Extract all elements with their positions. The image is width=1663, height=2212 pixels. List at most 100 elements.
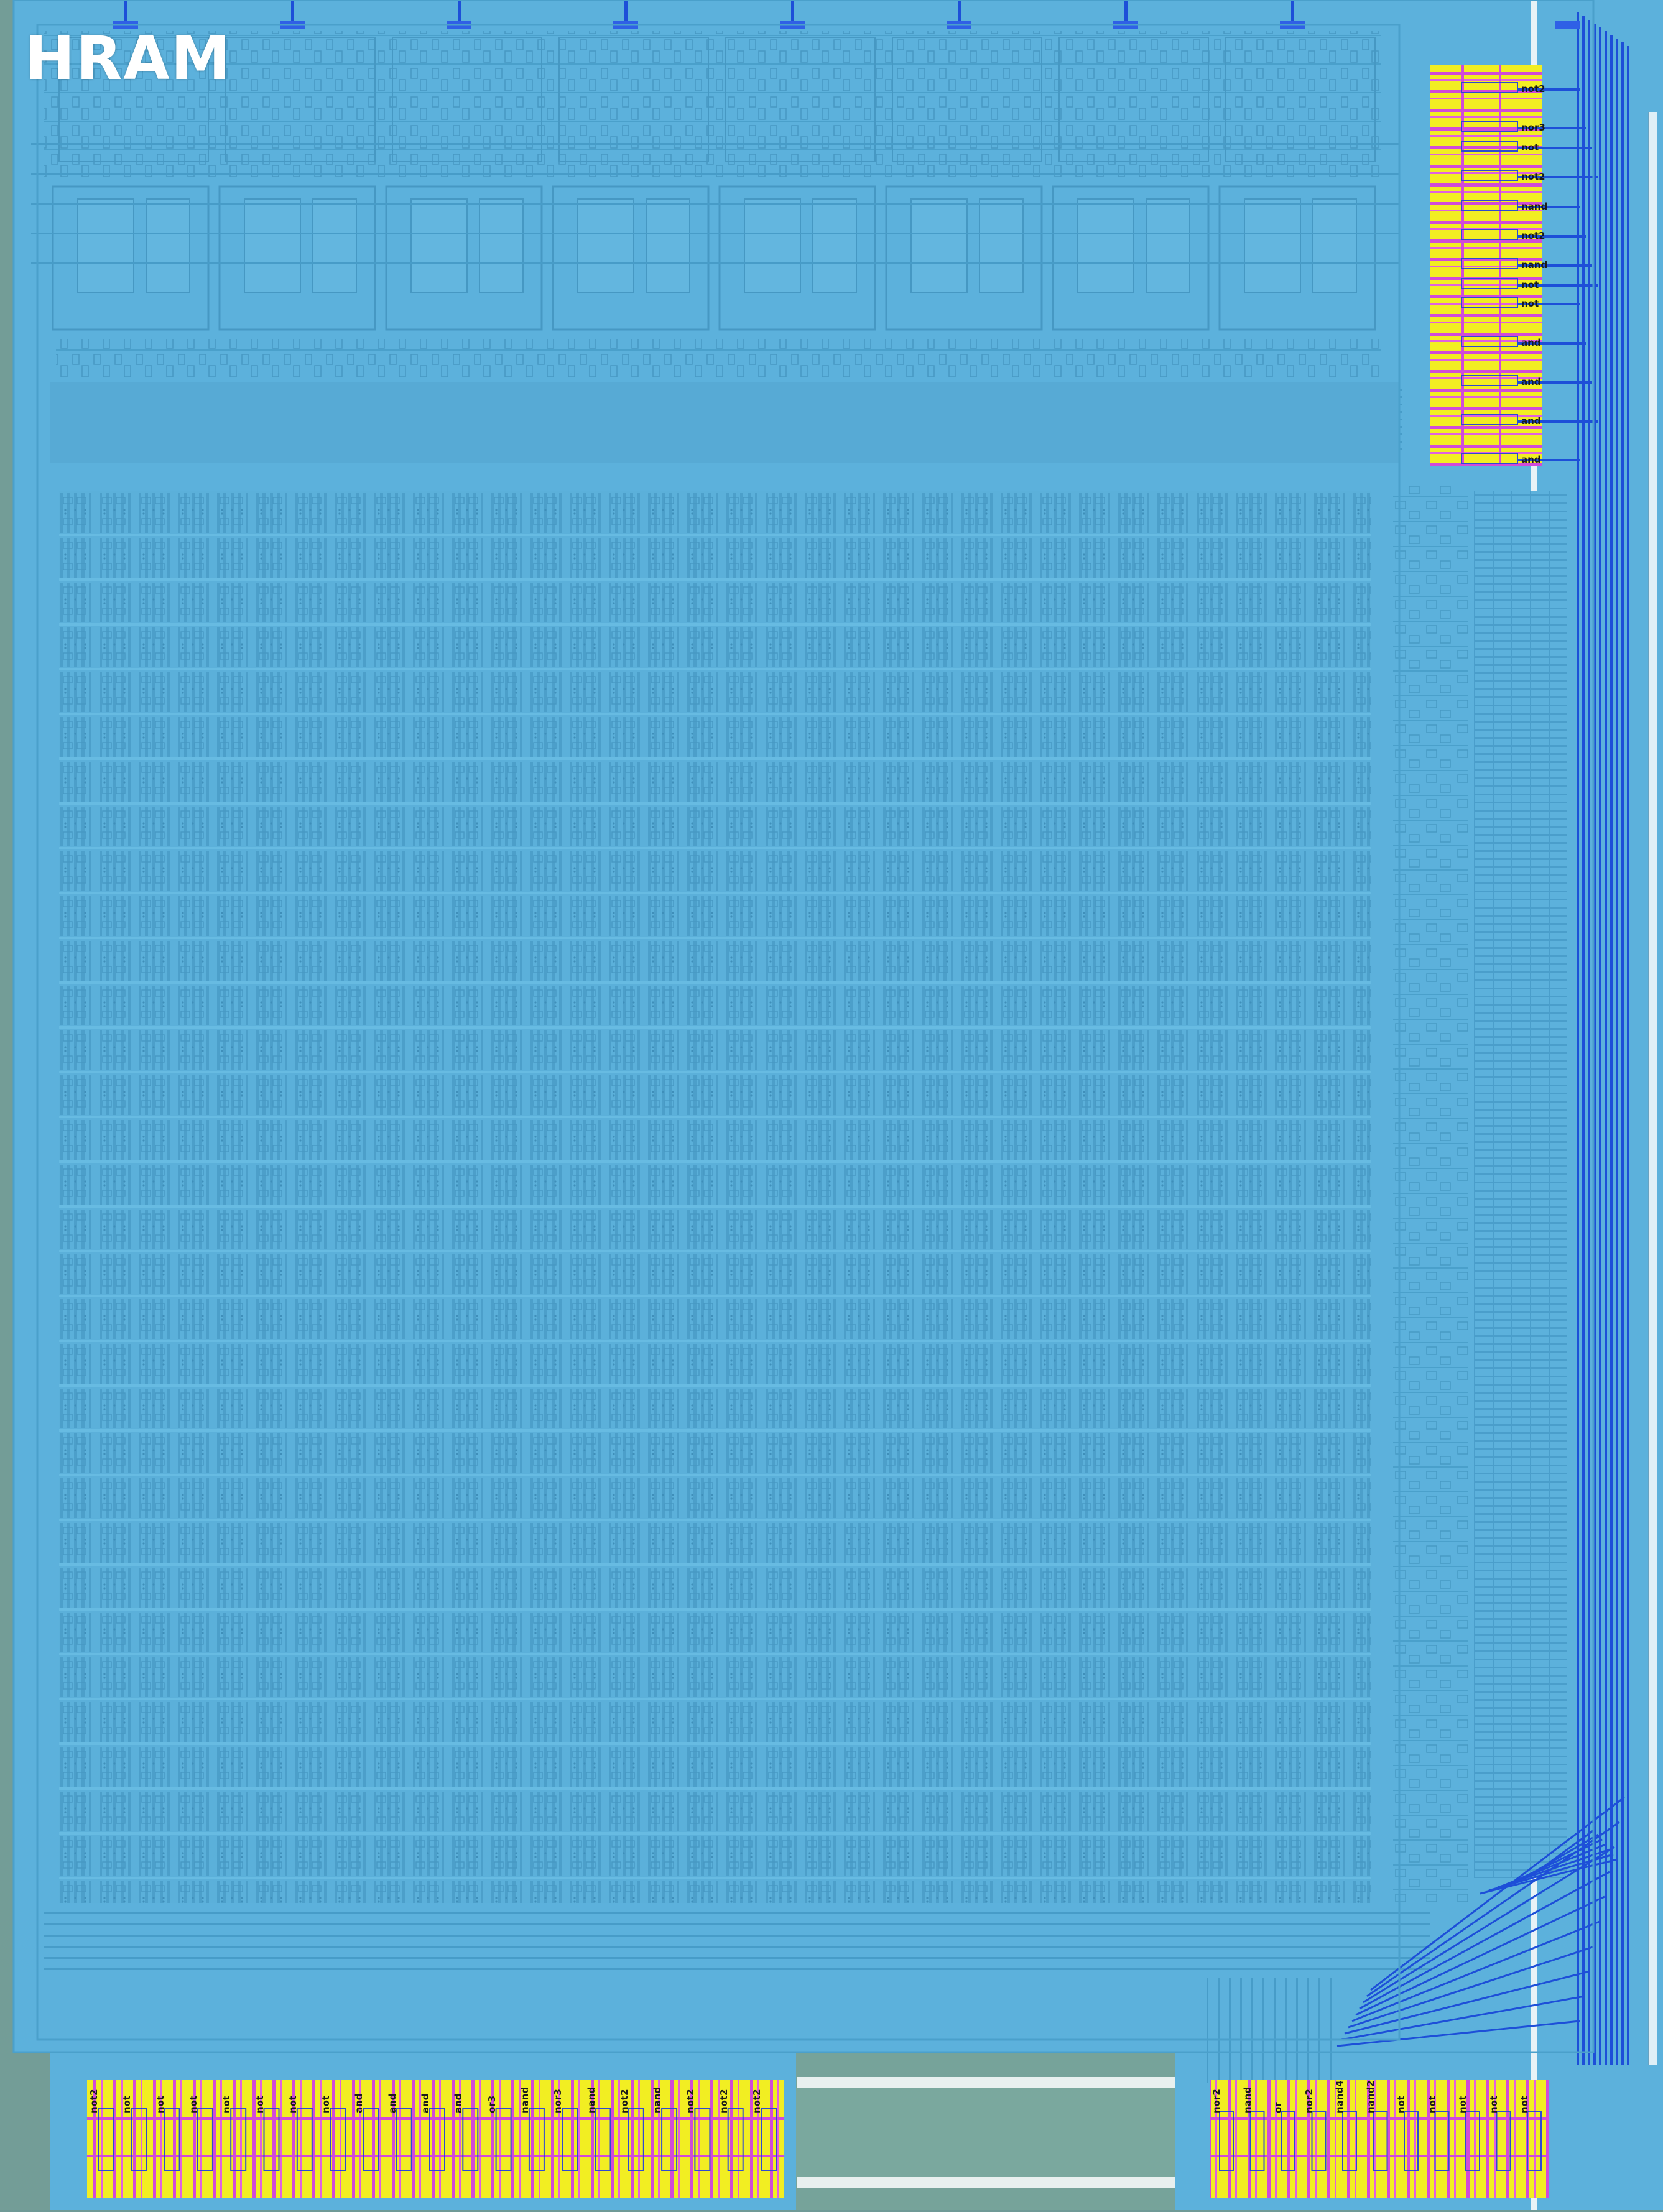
cell-label-nand4: nand4: [1334, 2080, 1345, 2113]
logic-subblock: [744, 198, 801, 293]
cell-label-not2: not2: [88, 2089, 100, 2113]
cell-label-nor2: nor2: [1211, 2089, 1222, 2113]
bus-tap: [1517, 303, 1580, 305]
bus-wire: [1621, 42, 1624, 2065]
cell-label-nor2: nor2: [1303, 2089, 1315, 2113]
cell-label-and: and: [386, 2093, 398, 2113]
cell-outline: [1219, 2111, 1234, 2171]
bus-tap: [1517, 342, 1586, 345]
bus-tap: [1517, 284, 1598, 287]
cell-label-not: not: [154, 2095, 166, 2113]
logic-tile: [1218, 185, 1376, 331]
bus-drop: [1240, 1978, 1242, 2083]
cell-label-not: not: [1396, 2095, 1407, 2113]
logic-subblock: [646, 198, 690, 293]
cell-outline: [1249, 2111, 1265, 2171]
routing-wire: [1348, 1945, 1595, 2029]
bus-wire: [1588, 20, 1590, 2065]
pin-wire: [958, 0, 961, 24]
cell-outline: [1461, 414, 1518, 425]
pin-wire: [458, 0, 461, 24]
bus-tap: [1517, 235, 1586, 238]
bus-drop: [1229, 1978, 1231, 2083]
routing-wire: [1355, 1895, 1605, 2016]
cell-outline: [1404, 2111, 1419, 2171]
cell-label-and: and: [353, 2093, 365, 2113]
logic-wire: [31, 203, 1399, 205]
cell-label-not2: not2: [751, 2089, 762, 2113]
cell-outline: [1461, 200, 1518, 211]
routing-wire: [1363, 1846, 1615, 2004]
bus-wire: [44, 1957, 1430, 1959]
bus-wire: [1616, 39, 1618, 2065]
bus-tap: [1517, 176, 1598, 178]
cell-label-not: not: [1519, 2095, 1530, 2113]
logic-subblock: [1312, 198, 1357, 293]
cell-outline: [98, 2108, 114, 2171]
logic-subblock: [410, 198, 468, 293]
bus-wire: [1599, 27, 1601, 2065]
cell-outline: [628, 2108, 644, 2171]
cell-label-nand: nand: [652, 2086, 664, 2113]
cell-label-and: and: [1521, 415, 1541, 427]
cell-outline: [761, 2108, 777, 2171]
logic-tile: [52, 185, 210, 331]
cell-outline: [1281, 2111, 1295, 2171]
cell-label-not2: not2: [1521, 230, 1545, 241]
cell-label-and: and: [1521, 337, 1541, 348]
cell-label-not2: not2: [718, 2089, 730, 2113]
cell-outline: [1461, 297, 1518, 308]
cell-label-not2: not2: [1521, 83, 1545, 95]
logic-tile-top: [1058, 37, 1209, 162]
cell-outline: [495, 2108, 512, 2171]
bus-wire: [1605, 31, 1607, 2065]
cell-outline: [164, 2108, 180, 2171]
routing-wire: [1340, 1995, 1585, 2041]
cell-outline: [296, 2108, 313, 2171]
cell-outline: [1461, 336, 1518, 347]
cell-label-and: and: [420, 2093, 431, 2113]
block-title: HRAM: [25, 24, 232, 93]
cell-label-not: not: [1521, 298, 1539, 309]
logic-tile: [718, 185, 876, 331]
logic-tile: [218, 185, 376, 331]
cell-label-not2: not2: [1521, 171, 1545, 182]
cell-outline: [1461, 141, 1518, 152]
bus-wire: [1582, 16, 1585, 2065]
logic-tile-top: [225, 37, 376, 162]
logic-tile: [885, 185, 1043, 331]
bus-drop: [1330, 1978, 1332, 2083]
cell-label-not2: not2: [618, 2089, 630, 2113]
cell-outline: [694, 2108, 711, 2171]
bus-drop: [1307, 1978, 1309, 2083]
bus-drop: [1274, 1978, 1276, 2083]
logic-tile-top: [725, 37, 876, 162]
bus-tap: [1517, 127, 1586, 129]
pin-wire: [791, 0, 794, 24]
bus-wire: [44, 1935, 1430, 1937]
cell-outline: [363, 2108, 379, 2171]
routing-wire: [1523, 1833, 1599, 1879]
cell-outline: [1461, 258, 1518, 269]
pin-wire: [291, 0, 294, 24]
routing-wire: [1344, 1970, 1590, 2035]
bus-tap: [1517, 88, 1580, 91]
bus-tap: [1517, 381, 1592, 384]
cell-label-or: or: [1272, 2102, 1284, 2113]
bus-drop: [1285, 1978, 1287, 2083]
bus-drop: [1218, 1978, 1220, 2083]
cell-outline: [263, 2108, 280, 2171]
cell-outline: [462, 2108, 479, 2171]
cell-label-not: not: [1426, 2095, 1438, 2113]
cell-outline: [429, 2108, 445, 2171]
bus-drop: [1296, 1978, 1298, 2083]
cell-label-not: not: [1488, 2095, 1499, 2113]
logic-tile: [552, 185, 710, 331]
cell-label-not: not: [1521, 279, 1539, 290]
cell-label-nand: nand: [519, 2086, 530, 2113]
cell-outline: [1465, 2111, 1480, 2171]
logic-tile-top: [1225, 37, 1376, 162]
bus-wire: [1610, 35, 1613, 2065]
